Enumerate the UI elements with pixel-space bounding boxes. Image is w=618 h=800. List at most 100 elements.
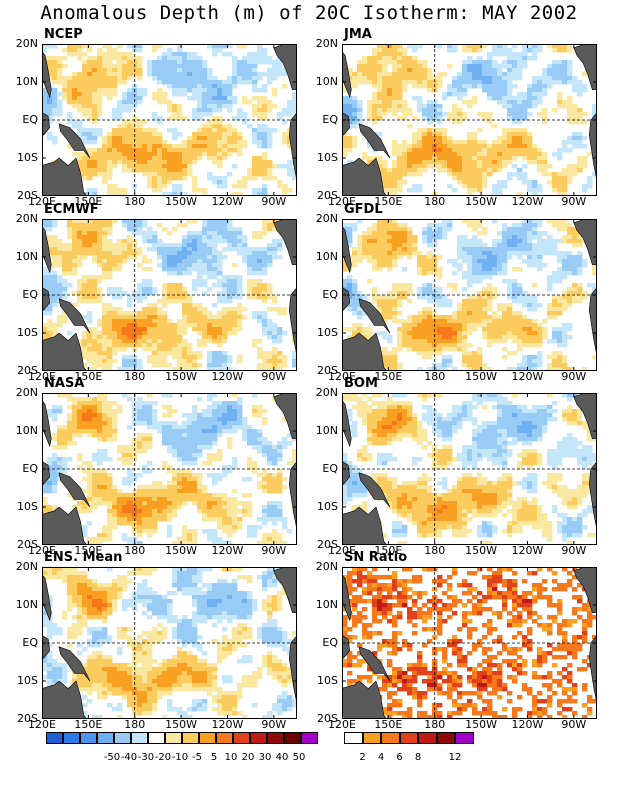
map-panel: BOM 20N 10N EQ 10S 20S 120E 150E 180 150W 120W 90W <box>300 376 610 557</box>
colorbar-swatch <box>344 732 363 744</box>
map-panel: ENS. Mean 20N 10N EQ 10S 20S 120E 150E 180 150W 12… <box>0 550 310 731</box>
contour-map <box>342 44 597 196</box>
lat-label: EQ <box>322 636 338 649</box>
contour-map <box>342 393 597 545</box>
lat-label: 10S <box>17 326 38 339</box>
land-mass <box>58 472 91 508</box>
lon-label: 150W <box>465 718 498 731</box>
colorbar-swatch <box>80 732 97 744</box>
lon-label: 180 <box>424 370 446 383</box>
lat-label: 20S <box>17 538 38 551</box>
lon-label: 180 <box>124 718 146 731</box>
panel-title: BOM <box>344 376 378 391</box>
panel-title: GFDL <box>344 202 383 217</box>
colorbar-swatch <box>362 732 381 744</box>
colorbar-label: -40 <box>120 752 138 763</box>
lon-label: 180 <box>424 718 446 731</box>
colorbar-label: -20 <box>154 752 172 763</box>
lat-label: 20N <box>15 560 38 573</box>
land-mass <box>588 286 597 356</box>
land-mass <box>273 393 297 439</box>
colorbar-swatch <box>455 732 474 744</box>
panel-title: NASA <box>44 376 85 391</box>
land-mass <box>273 219 297 265</box>
map-frame <box>342 219 597 371</box>
land-mass <box>288 460 297 530</box>
colorbar-swatch <box>216 732 233 744</box>
lon-label: 180 <box>424 195 446 208</box>
lon-label: 120W <box>211 195 244 208</box>
land-mass <box>288 111 297 181</box>
colorbar-swatch <box>418 732 437 744</box>
colorbar-label: 2 <box>359 752 366 763</box>
land-mass <box>288 286 297 356</box>
colorbar-swatch <box>199 732 216 744</box>
map-frame <box>342 44 597 196</box>
colorbar-swatch <box>131 732 148 744</box>
lon-label: 180 <box>124 370 146 383</box>
colorbar-swatch <box>381 732 400 744</box>
colorbar-label: 30 <box>258 752 272 763</box>
land-mass <box>358 123 391 159</box>
colorbar-label: 8 <box>414 752 422 763</box>
lon-label: 150W <box>165 718 198 731</box>
colorbar-label: 20 <box>241 752 255 763</box>
lon-label: 180 <box>124 195 146 208</box>
colorbar-label: 5 <box>210 752 218 763</box>
lon-label: 120E <box>328 544 356 557</box>
lat-label: 10S <box>317 151 338 164</box>
land-mass <box>342 635 351 659</box>
lon-label: 120W <box>211 718 244 731</box>
lon-label: 150W <box>465 195 498 208</box>
contour-map <box>42 567 297 719</box>
lat-label: 10S <box>17 674 38 687</box>
lon-label: 180 <box>424 544 446 557</box>
land-mass <box>358 298 391 334</box>
colorbar-swatch <box>46 732 63 744</box>
lon-label: 120E <box>28 370 56 383</box>
lon-label: 120E <box>28 544 56 557</box>
lon-label: 120W <box>511 718 544 731</box>
map-panel: NCEP 20N 10N EQ 10S 20S 120E 150E 180 150W 120W 90W <box>0 27 310 208</box>
lon-label: 90W <box>261 718 287 731</box>
lat-label: 20N <box>15 386 38 399</box>
lat-label: 10N <box>315 424 338 437</box>
land-mass <box>358 646 391 682</box>
land-mass <box>573 44 597 90</box>
lon-label: 90W <box>561 544 587 557</box>
lat-label: 20N <box>15 212 38 225</box>
panel-title: ENS. Mean <box>44 550 123 565</box>
lon-label: 150W <box>465 544 498 557</box>
land-mass <box>58 298 91 334</box>
lat-label: EQ <box>322 288 338 301</box>
land-mass <box>342 112 351 136</box>
contour-map <box>42 219 297 371</box>
lon-label: 150E <box>374 195 403 208</box>
lon-label: 150W <box>465 370 498 383</box>
lat-label: 10S <box>317 500 338 513</box>
lat-label: EQ <box>22 113 38 126</box>
lat-label: 10N <box>15 250 38 263</box>
land-mass <box>273 567 297 613</box>
contour-map <box>42 393 297 545</box>
colorbar-swatch <box>250 732 267 744</box>
lat-label: EQ <box>322 462 338 475</box>
lon-label: 150W <box>165 195 198 208</box>
lat-label: 10N <box>315 250 338 263</box>
lon-label: 90W <box>561 370 587 383</box>
map-frame <box>42 44 297 196</box>
panel-title: NCEP <box>44 27 83 42</box>
lon-label: 90W <box>561 718 587 731</box>
contour-map <box>42 44 297 196</box>
land-mass <box>42 635 51 659</box>
lon-label: 150E <box>374 544 403 557</box>
map-panel: NASA 20N 10N EQ 10S 20S 120E 150E 180 150W 120W 90W <box>0 376 310 557</box>
colorbar-swatch <box>114 732 131 744</box>
colorbar-label: 50 <box>292 752 306 763</box>
lat-label: 10S <box>17 151 38 164</box>
lon-label: 150E <box>74 544 103 557</box>
land-mass <box>342 461 351 485</box>
lat-label: 20S <box>317 364 338 377</box>
panel-title: JMA <box>344 27 372 42</box>
lat-label: 10S <box>317 674 338 687</box>
